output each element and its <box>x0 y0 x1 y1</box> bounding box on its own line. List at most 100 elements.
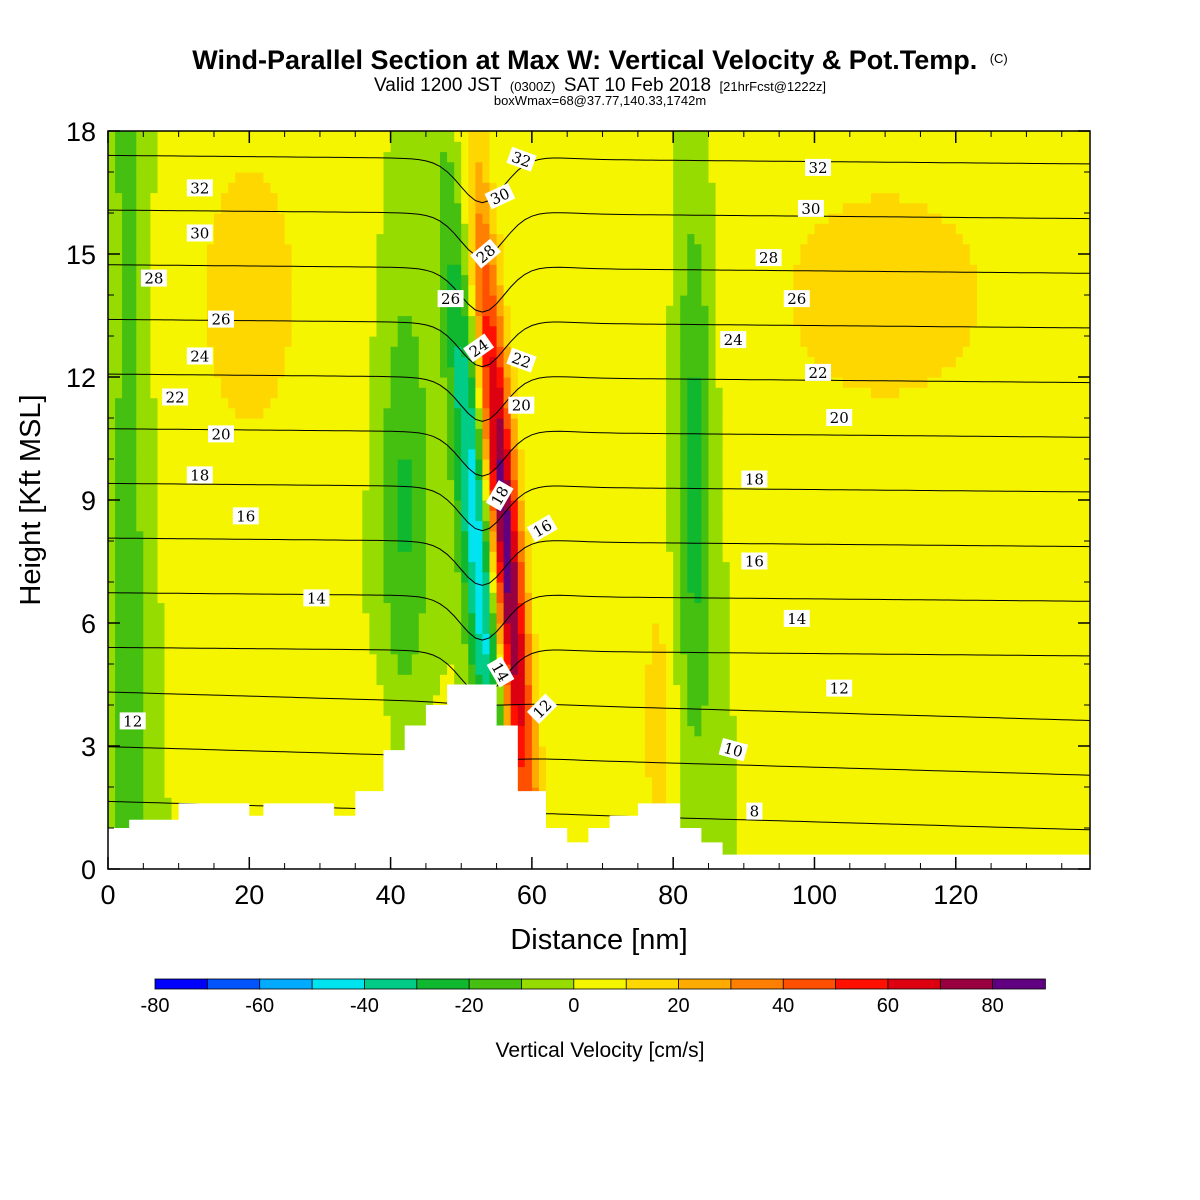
field-cell <box>249 202 257 214</box>
field-cell <box>263 551 272 563</box>
field-cell <box>595 602 604 614</box>
field-cell <box>560 438 568 450</box>
field-cell <box>334 705 342 716</box>
field-cell <box>524 305 533 317</box>
field-cell <box>199 705 208 716</box>
field-cell <box>284 541 293 552</box>
field-cell <box>214 653 222 665</box>
field-cell <box>538 510 547 522</box>
field-cell <box>475 561 484 573</box>
field-cell <box>214 797 222 809</box>
field-cell <box>383 172 392 183</box>
field-cell <box>171 151 180 163</box>
field-cell <box>277 735 286 747</box>
field-cell <box>305 530 314 542</box>
field-cell <box>319 489 328 501</box>
field-cell <box>383 387 392 399</box>
field-cell <box>164 295 173 306</box>
field-cell <box>433 274 441 286</box>
field-cell <box>291 489 300 501</box>
field-cell <box>214 233 222 245</box>
field-cell <box>150 787 159 798</box>
field-cell <box>567 151 575 163</box>
field-cell <box>199 592 208 604</box>
field-cell <box>235 387 243 399</box>
field-cell <box>538 674 547 686</box>
field-cell <box>397 346 406 358</box>
field-cell <box>397 551 406 563</box>
field-cell <box>440 653 448 665</box>
field-cell <box>305 664 314 675</box>
field-cell <box>228 418 236 429</box>
field-cell <box>327 684 335 696</box>
field-cell <box>440 520 448 532</box>
field-cell <box>546 325 554 337</box>
field-cell <box>192 366 201 378</box>
field-cell <box>454 674 462 686</box>
field-cell <box>178 131 187 142</box>
field-cell <box>362 489 370 501</box>
field-cell <box>383 479 392 491</box>
field-cell <box>129 295 137 306</box>
field-cell <box>115 325 123 337</box>
field-cell <box>567 315 575 327</box>
field-cell <box>214 182 222 194</box>
field-cell <box>298 346 307 358</box>
field-cell <box>206 438 215 450</box>
field-cell <box>178 766 187 778</box>
field-cell <box>178 274 187 286</box>
field-cell <box>397 664 406 675</box>
field-cell <box>341 459 349 470</box>
field-cell <box>531 438 540 450</box>
field-cell <box>108 131 116 142</box>
field-cell <box>574 192 582 204</box>
field-cell <box>327 397 335 409</box>
field-cell <box>553 438 561 450</box>
field-cell <box>150 346 159 358</box>
field-cell <box>277 213 286 224</box>
field-cell <box>115 817 123 829</box>
field-cell <box>334 551 342 563</box>
field-cell <box>291 459 300 470</box>
field-cell <box>157 520 166 532</box>
field-cell <box>256 469 265 481</box>
field-cell <box>136 377 144 388</box>
field-cell <box>235 653 243 665</box>
field-cell <box>404 315 413 327</box>
field-cell <box>171 602 180 614</box>
field-cell <box>588 407 597 419</box>
field-cell <box>199 243 208 255</box>
field-cell <box>510 612 519 624</box>
field-cell <box>298 233 307 245</box>
field-cell <box>510 489 519 501</box>
field-cell <box>122 582 130 593</box>
field-cell <box>143 315 151 327</box>
field-cell <box>581 233 589 245</box>
field-cell <box>482 664 491 675</box>
field-cell <box>341 694 349 706</box>
field-cell <box>249 623 257 634</box>
field-cell <box>341 295 349 306</box>
field-cell <box>334 161 342 173</box>
field-cell <box>524 623 533 634</box>
field-cell <box>433 520 441 532</box>
field-cell <box>531 643 540 655</box>
field-cell <box>517 510 526 522</box>
field-cell <box>115 541 123 552</box>
field-cell <box>228 254 236 265</box>
field-cell <box>496 366 505 378</box>
field-cell <box>503 418 512 429</box>
field-cell <box>171 541 180 552</box>
field-cell <box>517 520 526 532</box>
field-cell <box>418 387 427 399</box>
field-cell <box>553 592 561 604</box>
field-cell <box>588 807 597 819</box>
field-cell <box>397 418 406 429</box>
field-cell <box>362 541 370 552</box>
field-cell <box>291 705 300 716</box>
field-cell <box>305 213 314 224</box>
field-cell <box>425 551 434 563</box>
field-cell <box>588 336 597 347</box>
field-cell <box>418 612 427 624</box>
field-cell <box>376 438 385 450</box>
